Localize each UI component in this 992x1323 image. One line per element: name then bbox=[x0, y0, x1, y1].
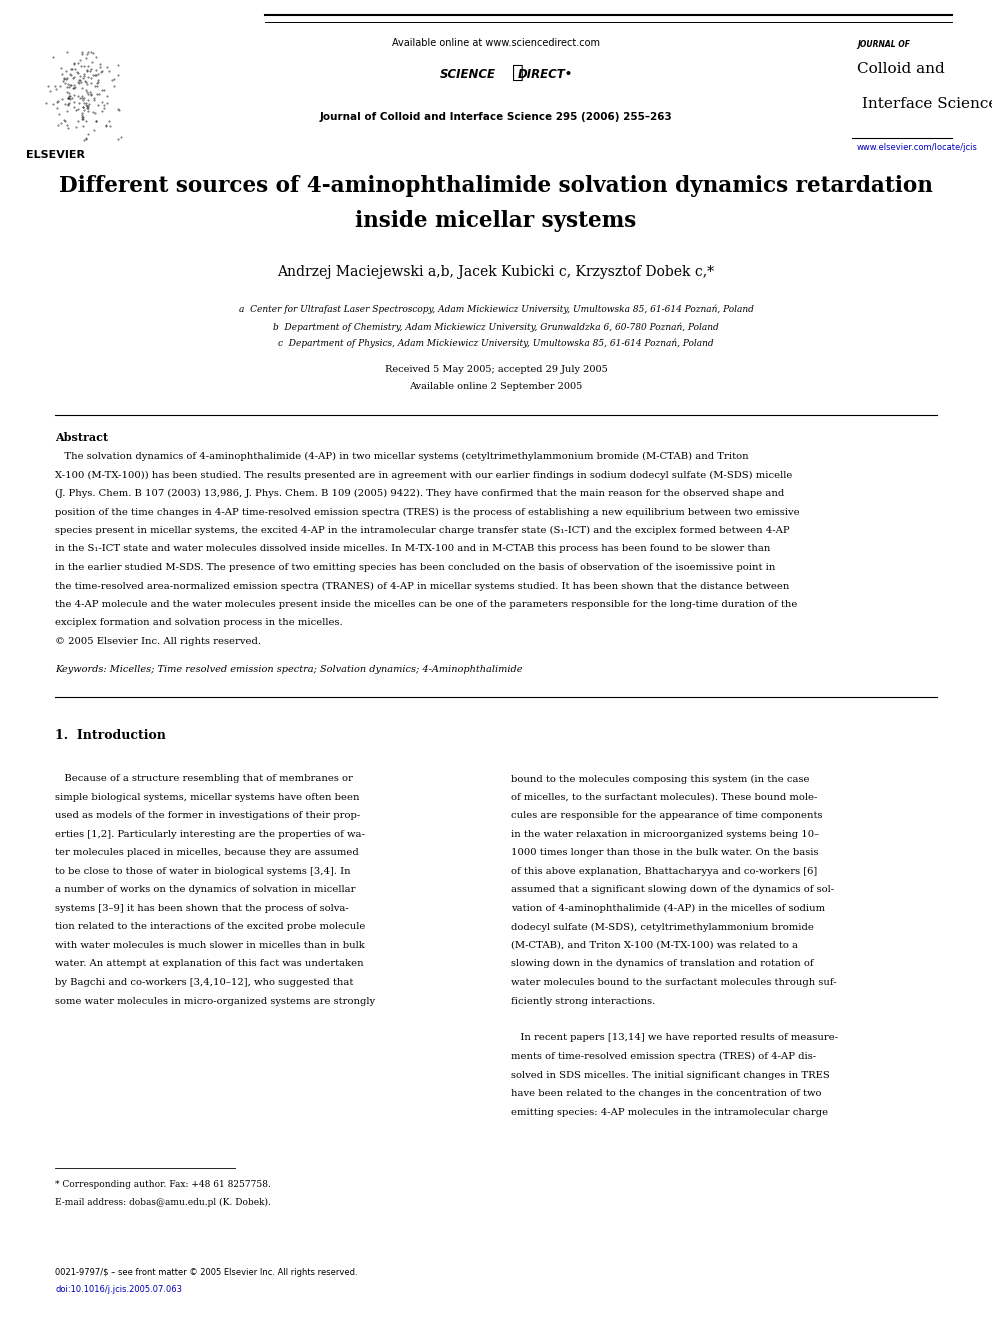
Text: by Bagchi and co-workers [3,4,10–12], who suggested that: by Bagchi and co-workers [3,4,10–12], wh… bbox=[55, 978, 353, 987]
Text: 0021-9797/$ – see front matter © 2005 Elsevier Inc. All rights reserved.: 0021-9797/$ – see front matter © 2005 El… bbox=[55, 1267, 358, 1277]
Text: dodecyl sulfate (M-SDS), cetyltrimethylammonium bromide: dodecyl sulfate (M-SDS), cetyltrimethyla… bbox=[511, 922, 813, 931]
Text: slowing down in the dynamics of translation and rotation of: slowing down in the dynamics of translat… bbox=[511, 959, 813, 968]
Text: ter molecules placed in micelles, because they are assumed: ter molecules placed in micelles, becaus… bbox=[55, 848, 359, 857]
Text: tion related to the interactions of the excited probe molecule: tion related to the interactions of the … bbox=[55, 922, 365, 931]
Text: emitting species: 4-AP molecules in the intramolecular charge: emitting species: 4-AP molecules in the … bbox=[511, 1107, 828, 1117]
Text: ficiently strong interactions.: ficiently strong interactions. bbox=[511, 996, 656, 1005]
Text: simple biological systems, micellar systems have often been: simple biological systems, micellar syst… bbox=[55, 792, 359, 802]
Text: Journal of Colloid and Interface Science 295 (2006) 255–263: Journal of Colloid and Interface Science… bbox=[319, 112, 673, 122]
Text: with water molecules is much slower in micelles than in bulk: with water molecules is much slower in m… bbox=[55, 941, 365, 950]
Text: Different sources of 4-aminophthalimide solvation dynamics retardation: Different sources of 4-aminophthalimide … bbox=[60, 175, 932, 197]
Text: assumed that a significant slowing down of the dynamics of sol-: assumed that a significant slowing down … bbox=[511, 885, 834, 894]
Text: exciplex formation and solvation process in the micelles.: exciplex formation and solvation process… bbox=[55, 618, 342, 627]
Text: position of the time changes in 4-AP time-resolved emission spectra (TRES) is th: position of the time changes in 4-AP tim… bbox=[55, 508, 800, 516]
Text: bound to the molecules composing this system (in the case: bound to the molecules composing this sy… bbox=[511, 774, 809, 783]
Text: a number of works on the dynamics of solvation in micellar: a number of works on the dynamics of sol… bbox=[55, 885, 355, 894]
Text: Colloid and: Colloid and bbox=[857, 62, 944, 75]
Text: in the S₁-ICT state and water molecules dissolved inside micelles. In M-TX-100 a: in the S₁-ICT state and water molecules … bbox=[55, 545, 771, 553]
Text: used as models of the former in investigations of their prop-: used as models of the former in investig… bbox=[55, 811, 360, 820]
Text: www.elsevier.com/locate/jcis: www.elsevier.com/locate/jcis bbox=[857, 143, 978, 152]
Text: ELSEVIER: ELSEVIER bbox=[26, 149, 84, 160]
Text: 1.  Introduction: 1. Introduction bbox=[55, 729, 166, 742]
Text: doi:10.1016/j.jcis.2005.07.063: doi:10.1016/j.jcis.2005.07.063 bbox=[55, 1285, 182, 1294]
Text: * Corresponding author. Fax: +48 61 8257758.: * Corresponding author. Fax: +48 61 8257… bbox=[55, 1180, 271, 1189]
Text: Available online at www.sciencedirect.com: Available online at www.sciencedirect.co… bbox=[392, 38, 600, 48]
Text: erties [1,2]. Particularly interesting are the properties of wa-: erties [1,2]. Particularly interesting a… bbox=[55, 830, 365, 839]
Text: Because of a structure resembling that of membranes or: Because of a structure resembling that o… bbox=[55, 774, 353, 783]
Text: In recent papers [13,14] we have reported results of measure-: In recent papers [13,14] we have reporte… bbox=[511, 1033, 838, 1043]
Text: Keywords: Micelles; Time resolved emission spectra; Solvation dynamics; 4-Aminop: Keywords: Micelles; Time resolved emissi… bbox=[55, 665, 523, 675]
Text: (J. Phys. Chem. B 107 (2003) 13,986, J. Phys. Chem. B 109 (2005) 9422). They hav: (J. Phys. Chem. B 107 (2003) 13,986, J. … bbox=[55, 490, 785, 499]
Text: some water molecules in micro-organized systems are strongly: some water molecules in micro-organized … bbox=[55, 996, 375, 1005]
Text: X-100 (M-TX-100)) has been studied. The results presented are in agreement with : X-100 (M-TX-100)) has been studied. The … bbox=[55, 471, 793, 480]
Text: (M-CTAB), and Triton X-100 (M-TX-100) was related to a: (M-CTAB), and Triton X-100 (M-TX-100) wa… bbox=[511, 941, 798, 950]
Text: Interface Science: Interface Science bbox=[857, 97, 992, 111]
Text: cules are responsible for the appearance of time components: cules are responsible for the appearance… bbox=[511, 811, 822, 820]
Text: The solvation dynamics of 4-aminophthalimide (4-AP) in two micellar systems (cet: The solvation dynamics of 4-aminophthali… bbox=[55, 452, 749, 462]
Text: inside micellar systems: inside micellar systems bbox=[355, 210, 637, 232]
Text: the 4-AP molecule and the water molecules present inside the micelles can be one: the 4-AP molecule and the water molecule… bbox=[55, 601, 798, 609]
Text: E-mail address: dobas@amu.edu.pl (K. Dobek).: E-mail address: dobas@amu.edu.pl (K. Dob… bbox=[55, 1199, 271, 1207]
Text: of micelles, to the surfactant molecules). These bound mole-: of micelles, to the surfactant molecules… bbox=[511, 792, 817, 802]
Text: have been related to the changes in the concentration of two: have been related to the changes in the … bbox=[511, 1089, 821, 1098]
Text: Available online 2 September 2005: Available online 2 September 2005 bbox=[410, 382, 582, 392]
Text: © 2005 Elsevier Inc. All rights reserved.: © 2005 Elsevier Inc. All rights reserved… bbox=[55, 636, 261, 646]
Text: ⓐ: ⓐ bbox=[512, 64, 524, 82]
Text: vation of 4-aminophthalimide (4-AP) in the micelles of sodium: vation of 4-aminophthalimide (4-AP) in t… bbox=[511, 904, 825, 913]
Text: solved in SDS micelles. The initial significant changes in TRES: solved in SDS micelles. The initial sign… bbox=[511, 1070, 829, 1080]
Text: in the earlier studied M-SDS. The presence of two emitting species has been conc: in the earlier studied M-SDS. The presen… bbox=[55, 564, 776, 572]
Text: to be close to those of water in biological systems [3,4]. In: to be close to those of water in biologi… bbox=[55, 867, 350, 876]
Text: of this above explanation, Bhattacharyya and co-workers [6]: of this above explanation, Bhattacharyya… bbox=[511, 867, 817, 876]
Text: systems [3–9] it has been shown that the process of solva-: systems [3–9] it has been shown that the… bbox=[55, 904, 349, 913]
Text: Abstract: Abstract bbox=[55, 433, 108, 443]
Text: water molecules bound to the surfactant molecules through suf-: water molecules bound to the surfactant … bbox=[511, 978, 836, 987]
Text: ments of time-resolved emission spectra (TRES) of 4-AP dis-: ments of time-resolved emission spectra … bbox=[511, 1052, 816, 1061]
Text: species present in micellar systems, the excited 4-AP in the intramolecular char: species present in micellar systems, the… bbox=[55, 527, 790, 534]
Text: water. An attempt at explanation of this fact was undertaken: water. An attempt at explanation of this… bbox=[55, 959, 364, 968]
Text: JOURNAL OF: JOURNAL OF bbox=[857, 40, 910, 49]
Text: Andrzej Maciejewski a,b, Jacek Kubicki c, Krzysztof Dobek c,*: Andrzej Maciejewski a,b, Jacek Kubicki c… bbox=[278, 265, 714, 279]
Text: c  Department of Physics, Adam Mickiewicz University, Umultowska 85, 61-614 Pozn: c Department of Physics, Adam Mickiewicz… bbox=[278, 339, 714, 348]
Text: a  Center for Ultrafast Laser Spectroscopy, Adam Mickiewicz University, Umultows: a Center for Ultrafast Laser Spectroscop… bbox=[238, 306, 754, 315]
Text: in the water relaxation in microorganized systems being 10–: in the water relaxation in microorganize… bbox=[511, 830, 819, 839]
Text: 1000 times longer than those in the bulk water. On the basis: 1000 times longer than those in the bulk… bbox=[511, 848, 818, 857]
Text: SCIENCE: SCIENCE bbox=[440, 67, 496, 81]
Text: the time-resolved area-normalized emission spectra (TRANES) of 4-AP in micellar : the time-resolved area-normalized emissi… bbox=[55, 582, 790, 590]
Text: b  Department of Chemistry, Adam Mickiewicz University, Grunwaldzka 6, 60-780 Po: b Department of Chemistry, Adam Mickiewi… bbox=[273, 321, 719, 332]
Text: DIRECT•: DIRECT• bbox=[518, 67, 573, 81]
Text: Received 5 May 2005; accepted 29 July 2005: Received 5 May 2005; accepted 29 July 20… bbox=[385, 365, 607, 374]
